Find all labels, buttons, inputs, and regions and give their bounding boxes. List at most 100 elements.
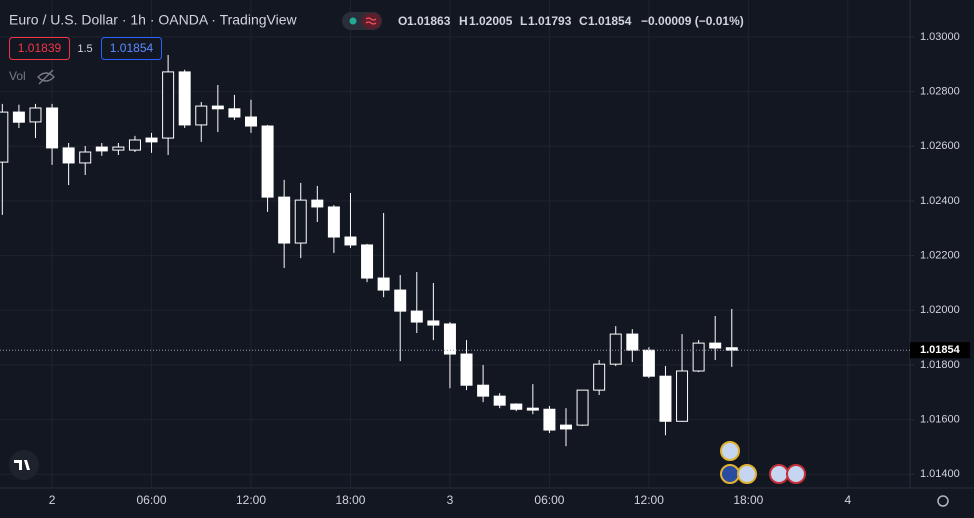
legend-value: 1.01854 xyxy=(588,14,632,28)
candle-body xyxy=(526,407,539,411)
event-flags[interactable] xyxy=(720,441,806,484)
last-price-tag xyxy=(910,342,970,359)
candle-body xyxy=(377,277,390,291)
candle-body xyxy=(543,408,556,431)
candle-body xyxy=(626,333,639,351)
candle-body xyxy=(261,125,274,198)
logo-mark[interactable] xyxy=(14,460,30,470)
hide-volume-icon[interactable] xyxy=(37,69,55,85)
candle-body xyxy=(593,363,606,391)
sell-price[interactable]: 1.01839 xyxy=(18,41,62,55)
candle-body xyxy=(29,107,42,123)
legend-value: 1.01863 xyxy=(407,14,451,28)
settings-icon[interactable] xyxy=(937,495,949,507)
candle-body xyxy=(642,349,655,377)
y-tick-label: 1.03000 xyxy=(920,31,960,43)
buy-button[interactable] xyxy=(101,37,162,60)
candle-body xyxy=(692,342,705,372)
y-tick-label: 1.02200 xyxy=(920,250,960,262)
legend-key: C xyxy=(579,14,588,28)
x-tick-label: 06:00 xyxy=(534,493,564,507)
y-tick-label: 1.02000 xyxy=(920,304,960,316)
candle-body xyxy=(576,389,589,426)
candle-body xyxy=(145,137,158,143)
y-tick-label: 1.01600 xyxy=(920,414,960,426)
legend-key: H xyxy=(459,14,468,28)
candle-body xyxy=(410,310,423,323)
candle-body xyxy=(162,71,175,139)
buy-price[interactable]: 1.01854 xyxy=(110,41,154,55)
candle-body xyxy=(79,151,92,164)
legend-key: O xyxy=(398,14,407,28)
toggle-icon xyxy=(365,17,377,25)
legend-key: L xyxy=(520,14,527,28)
y-tick-label: 1.01800 xyxy=(920,359,960,371)
candle-body xyxy=(559,424,572,430)
us-flag[interactable] xyxy=(720,441,740,461)
x-tick-label: 2 xyxy=(49,493,56,507)
candle-body xyxy=(344,236,357,246)
y-tick-label: 1.02600 xyxy=(920,140,960,152)
candle-body xyxy=(62,147,75,164)
candle-body xyxy=(460,353,473,386)
legend-value: 1.01793 xyxy=(528,14,572,28)
spread: 1.5 xyxy=(77,43,92,55)
x-tick-label: 3 xyxy=(447,493,454,507)
candle-body xyxy=(112,146,125,151)
y-tick-label: 1.02800 xyxy=(920,85,960,97)
candle-body xyxy=(195,105,208,126)
x-tick-label: 18:00 xyxy=(733,493,763,507)
volume-label: Vol xyxy=(9,69,26,83)
x-tick-label: 12:00 xyxy=(236,493,266,507)
candle-body xyxy=(427,320,440,326)
candle-body xyxy=(327,206,340,238)
tv-logo[interactable] xyxy=(9,450,39,480)
x-tick-label: 06:00 xyxy=(137,493,167,507)
legend-value: 1.02005 xyxy=(469,14,513,28)
candle-body xyxy=(46,107,59,149)
candle-body xyxy=(278,196,291,244)
toggle-knob xyxy=(362,13,381,29)
candle-body xyxy=(178,71,191,126)
candle-body xyxy=(311,199,324,208)
logo-bg[interactable] xyxy=(9,450,39,480)
candle-body xyxy=(211,105,224,110)
candle-body xyxy=(294,199,307,244)
candle-body xyxy=(659,375,672,422)
sell-button[interactable] xyxy=(9,37,70,60)
us-flag[interactable] xyxy=(786,464,806,484)
x-tick-label: 4 xyxy=(844,493,851,507)
candle-body xyxy=(228,108,241,118)
candle-body xyxy=(477,384,490,397)
chart-title: Euro / U.S. Dollar · 1h · OANDA · Tradin… xyxy=(9,12,298,28)
us-flag[interactable] xyxy=(769,464,789,484)
x-tick-label: 12:00 xyxy=(634,493,664,507)
candle-body xyxy=(245,116,258,127)
ohlc-legend: O 1.01863 H 1.02005 L 1.01793 C 1.01854 … xyxy=(398,14,744,28)
x-tick-label: 18:00 xyxy=(335,493,365,507)
status-dot xyxy=(349,17,357,25)
us-flag[interactable] xyxy=(737,464,757,484)
candle-body xyxy=(443,323,456,355)
candle-body xyxy=(361,244,374,279)
y-tick-label: 1.02400 xyxy=(920,195,960,207)
candle-body xyxy=(609,333,622,365)
candle-body xyxy=(0,111,9,163)
candle-body xyxy=(676,370,689,422)
gear[interactable] xyxy=(937,495,949,507)
eu-flag[interactable] xyxy=(720,464,740,484)
market-toggle[interactable] xyxy=(342,12,382,30)
candle-body xyxy=(493,395,506,406)
candle-body xyxy=(725,347,738,351)
candle-body xyxy=(394,289,407,312)
candles xyxy=(0,54,738,447)
candle-body xyxy=(128,139,141,151)
legend-change: −0.00009 (−0.01%) xyxy=(641,14,744,28)
candle-body xyxy=(510,403,523,410)
eye-slash[interactable] xyxy=(38,69,54,85)
last-price-label: 1.01854 xyxy=(920,344,961,356)
candle-body xyxy=(709,342,722,349)
